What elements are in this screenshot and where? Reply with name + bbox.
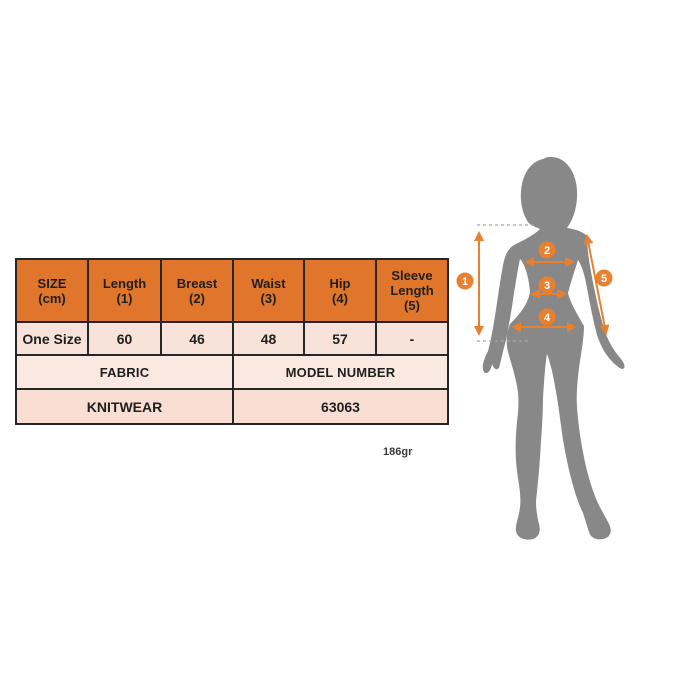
col-header-line: (3) <box>260 290 277 306</box>
body-measurement-figure: 1 2 3 4 5 <box>456 156 625 540</box>
col-header-size: SIZE (cm) <box>15 258 89 323</box>
marker-circle <box>595 269 613 287</box>
col-header-hip: Hip (4) <box>303 258 377 323</box>
measure-marker-3: 3 <box>538 276 556 294</box>
marker-number: 5 <box>601 273 607 285</box>
col-header-line: Hip <box>329 275 351 291</box>
weight-note: 186gr <box>383 446 413 458</box>
measure-marker-4: 4 <box>538 308 556 326</box>
measure-marker-2: 2 <box>538 241 556 259</box>
col-header-sleeve-length: Sleeve Length (5) <box>375 258 449 323</box>
measure-marker-5: 5 <box>595 269 613 287</box>
col-header-breast: Breast (2) <box>160 258 234 323</box>
marker-circle <box>538 276 556 294</box>
marker-circle <box>538 308 556 326</box>
marker-number: 2 <box>544 245 550 257</box>
info-value-row: KNITWEAR 63063 <box>15 388 449 425</box>
marker-number: 4 <box>544 312 551 324</box>
model-number-label: MODEL NUMBER <box>232 354 449 390</box>
fabric-value: KNITWEAR <box>15 388 234 425</box>
col-header-line: (1) <box>116 290 133 306</box>
col-header-line: (cm) <box>38 290 66 306</box>
cell-length-value: 60 <box>87 321 162 356</box>
cell-hip-value: 57 <box>303 321 377 356</box>
cell-breast-value: 46 <box>160 321 234 356</box>
measure-marker-1: 1 <box>456 272 474 290</box>
cell-sleeve-value: - <box>375 321 449 356</box>
table-header-row: SIZE (cm) Length (1) Breast (2) Waist (3… <box>15 258 449 323</box>
col-header-line: Length <box>102 275 147 291</box>
col-header-line: (4) <box>332 290 348 306</box>
col-header-length: Length (1) <box>87 258 162 323</box>
col-header-waist: Waist (3) <box>232 258 305 323</box>
col-header-line: (5) <box>404 298 420 313</box>
marker-number: 3 <box>544 280 550 292</box>
col-header-line: (2) <box>189 290 205 306</box>
marker-number: 1 <box>462 276 468 288</box>
cell-size-name: One Size <box>15 321 89 356</box>
marker-circle <box>538 241 556 259</box>
col-header-line: Length <box>390 283 434 298</box>
col-header-line: Sleeve <box>391 268 433 283</box>
size-table: SIZE (cm) Length (1) Breast (2) Waist (3… <box>15 258 449 425</box>
col-header-line: Waist <box>251 275 286 291</box>
fabric-label: FABRIC <box>15 354 234 390</box>
cell-waist-value: 48 <box>232 321 305 356</box>
marker-circle <box>456 272 474 290</box>
model-number-value: 63063 <box>232 388 449 425</box>
female-silhouette <box>482 156 625 540</box>
size-table-container: SIZE (cm) Length (1) Breast (2) Waist (3… <box>15 258 449 425</box>
col-header-line: SIZE <box>37 275 67 291</box>
col-header-line: Breast <box>176 275 218 291</box>
info-header-row: FABRIC MODEL NUMBER <box>15 354 449 390</box>
size-values-row: One Size 60 46 48 57 - <box>15 321 449 356</box>
sleeve-measure-arrow <box>583 234 610 335</box>
